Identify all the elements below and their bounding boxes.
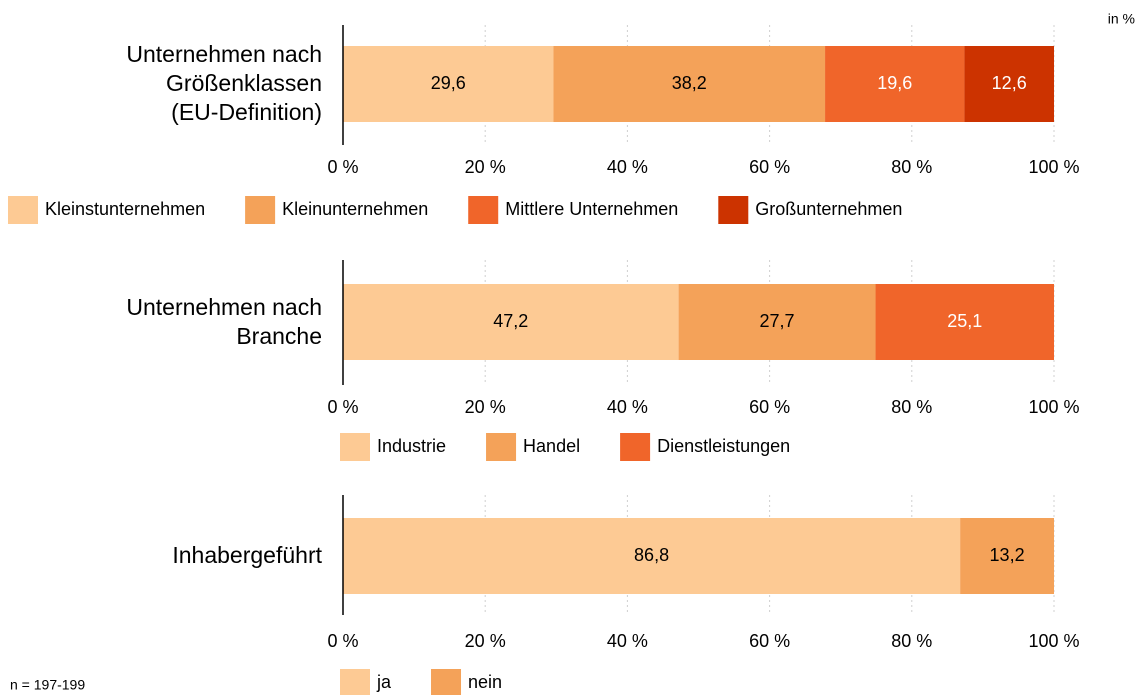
legend-swatch (486, 433, 517, 461)
legend-label: Kleinstunternehmen (45, 199, 205, 219)
data-label: 27,7 (760, 311, 795, 331)
data-label: 86,8 (634, 545, 669, 565)
legend-swatch (468, 196, 499, 224)
x-tick-label: 60 % (749, 157, 790, 177)
x-tick-label: 0 % (327, 631, 358, 651)
legend-label: Handel (523, 436, 580, 456)
x-tick-label: 100 % (1028, 631, 1079, 651)
x-tick-label: 0 % (327, 157, 358, 177)
x-tick-label: 100 % (1028, 397, 1079, 417)
legend-swatch (431, 669, 462, 695)
data-label: 25,1 (947, 311, 982, 331)
legend-swatch (718, 196, 749, 224)
x-tick-label: 60 % (749, 397, 790, 417)
bar-segment (825, 46, 965, 122)
legend-label: Industrie (377, 436, 446, 456)
bar-segment (343, 518, 961, 594)
legend-swatch (8, 196, 38, 224)
category-label: Unternehmen nach Größenklassen (EU-Defin… (126, 41, 322, 125)
data-label: 12,6 (992, 73, 1027, 93)
legend-label: Dienstleistungen (657, 436, 790, 456)
x-tick-label: 40 % (607, 397, 648, 417)
bar-segment (875, 284, 1054, 360)
data-label: 13,2 (990, 545, 1025, 565)
x-tick-label: 20 % (465, 157, 506, 177)
legend-label: nein (468, 672, 502, 692)
bar-segment (343, 284, 679, 360)
x-tick-label: 100 % (1028, 157, 1079, 177)
bar-segment (678, 284, 876, 360)
unit-label: in % (1108, 11, 1135, 27)
legend-swatch (340, 433, 370, 461)
legend-swatch (245, 196, 276, 224)
x-tick-label: 40 % (607, 631, 648, 651)
bar-segment (960, 518, 1054, 594)
legend-swatch (340, 669, 370, 695)
data-label: 47,2 (493, 311, 528, 331)
legend-label: Kleinunternehmen (282, 199, 428, 219)
legend-label: Mittlere Unternehmen (505, 199, 678, 219)
bar-segment (343, 46, 554, 122)
x-tick-label: 40 % (607, 157, 648, 177)
x-tick-label: 80 % (891, 397, 932, 417)
legend-label: ja (376, 672, 392, 692)
legend-swatch (620, 433, 651, 461)
data-label: 19,6 (877, 73, 912, 93)
data-label: 29,6 (431, 73, 466, 93)
x-tick-label: 0 % (327, 397, 358, 417)
x-tick-label: 20 % (465, 631, 506, 651)
data-label: 38,2 (672, 73, 707, 93)
bar-segment (964, 46, 1054, 122)
category-label: Inhabergeführt (172, 542, 322, 568)
x-tick-label: 80 % (891, 631, 932, 651)
category-label: Unternehmen nach Branche (126, 294, 322, 349)
legend-label: Großunternehmen (755, 199, 902, 219)
footnote: n = 197-199 (10, 677, 85, 693)
x-tick-label: 60 % (749, 631, 790, 651)
x-tick-label: 80 % (891, 157, 932, 177)
bar-segment (553, 46, 826, 122)
x-tick-label: 20 % (465, 397, 506, 417)
